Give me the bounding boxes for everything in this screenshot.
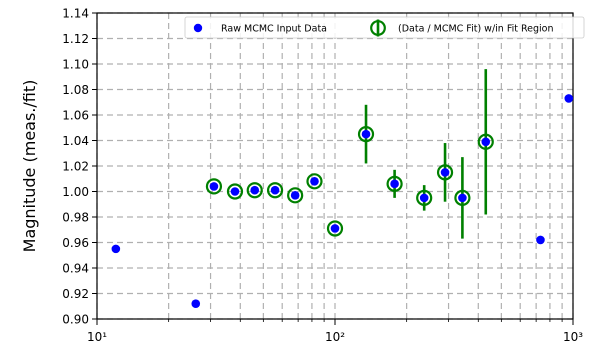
ticks: 0.90 0.92 0.94 0.96 0.98 1.00 1.02 1.04 1.06 1.08… [62, 6, 583, 344]
y-tick-label: 1.10 [62, 57, 89, 71]
raw-data-point [230, 187, 240, 196]
raw-data-point [191, 299, 201, 309]
fit-ratio-point [205, 178, 223, 195]
raw-data-point [564, 94, 574, 103]
fit-ratio-point [326, 220, 344, 237]
fit-ratio-point [454, 189, 471, 206]
y-tick-label: 1.04 [62, 134, 89, 148]
y-axis-label: Magnitude (meas./fit) [20, 80, 39, 253]
raw-data-point [310, 177, 319, 186]
fit-ratio-point [287, 187, 304, 204]
legend: Raw MCMC Input Data (Data / MCMC Fit) w/… [184, 16, 585, 39]
legend-fit-label: (Data / MCMC Fit) w/in Fit Region [398, 24, 554, 35]
y-tick-label: 1.00 [62, 185, 89, 199]
raw-data-point [290, 191, 300, 200]
raw-data-point [111, 244, 121, 254]
raw-points [111, 94, 574, 309]
y-tick-label: 0.92 [62, 287, 89, 301]
x-tick-label: 10¹ [87, 330, 107, 344]
fit-ratio-point [386, 175, 403, 192]
legend-raw-marker [193, 23, 203, 33]
y-tick-label: 1.12 [62, 32, 89, 46]
raw-data-point [481, 137, 491, 147]
y-tick-label: 1.14 [62, 6, 89, 20]
raw-data-point [390, 179, 399, 189]
fit-ratio-point [357, 126, 375, 143]
fit-ratio-point [436, 164, 454, 181]
x-tick-label: 10³ [563, 330, 583, 344]
raw-data-point [209, 182, 219, 191]
x-tick-label: 10² [325, 330, 345, 344]
raw-data-point [458, 193, 467, 203]
y-tick-label: 0.94 [62, 261, 89, 275]
fit-ratio-point [416, 189, 433, 206]
raw-data-point [536, 235, 545, 245]
fit-ratio-point [306, 173, 323, 190]
grid [96, 12, 574, 320]
fit-ratio-point [266, 182, 284, 199]
fit-points [205, 126, 494, 237]
fit-ratio-point [246, 182, 263, 199]
raw-data-point [250, 185, 260, 195]
y-tick-label: 0.96 [62, 236, 89, 250]
y-tick-label: 0.98 [62, 210, 89, 224]
legend-fit-marker [370, 20, 386, 36]
y-tick-label: 1.06 [62, 108, 89, 122]
y-tick-label: 1.02 [62, 159, 89, 173]
y-tick-label: 1.08 [62, 83, 89, 97]
fit-ratio-point [226, 183, 244, 200]
raw-data-point [361, 129, 371, 139]
legend-raw-label: Raw MCMC Input Data [221, 24, 327, 35]
raw-data-point [419, 193, 429, 203]
raw-data-point [440, 168, 450, 177]
raw-data-point [330, 224, 340, 233]
fit-ratio-point [477, 133, 494, 150]
y-tick-label: 0.90 [62, 312, 89, 326]
raw-data-point [270, 185, 280, 195]
